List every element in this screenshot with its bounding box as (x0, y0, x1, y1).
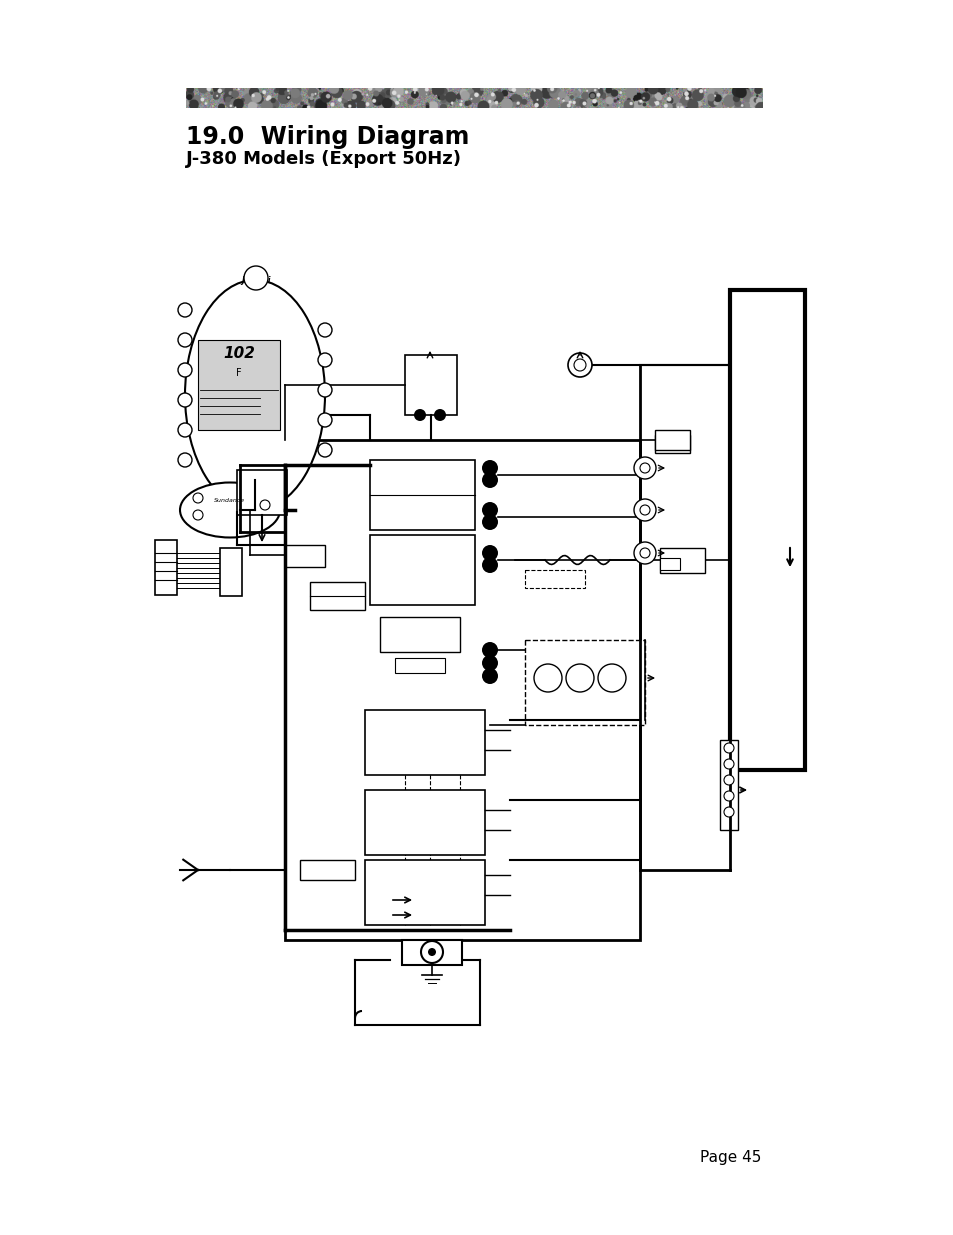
Circle shape (193, 493, 203, 503)
Bar (236, 471, 287, 515)
Bar (524, 571, 584, 588)
Bar (299, 860, 355, 881)
Circle shape (317, 324, 332, 337)
Bar (379, 618, 459, 652)
Circle shape (193, 510, 203, 520)
Circle shape (414, 409, 426, 421)
Circle shape (723, 806, 733, 818)
Bar (401, 940, 461, 965)
Bar (154, 540, 177, 595)
Bar (198, 340, 280, 430)
Circle shape (481, 459, 497, 475)
Bar (729, 290, 804, 769)
Bar (285, 440, 639, 940)
Circle shape (317, 383, 332, 396)
Circle shape (639, 548, 649, 558)
Text: Jacuzzi: Jacuzzi (241, 275, 271, 285)
Circle shape (574, 359, 585, 370)
Text: Page 45: Page 45 (700, 1150, 760, 1165)
Circle shape (481, 472, 497, 488)
Circle shape (434, 409, 446, 421)
Bar (655, 435, 689, 453)
Bar (220, 548, 242, 597)
Circle shape (481, 668, 497, 684)
Circle shape (481, 545, 497, 561)
Text: J-380 Models (Export 50Hz): J-380 Models (Export 50Hz) (186, 149, 461, 168)
Bar (720, 740, 738, 830)
Text: F: F (236, 368, 241, 378)
Circle shape (481, 655, 497, 671)
Circle shape (639, 463, 649, 473)
Bar (395, 658, 444, 673)
Bar (365, 710, 484, 776)
Text: Sundance: Sundance (214, 498, 245, 503)
Circle shape (481, 514, 497, 530)
Circle shape (723, 776, 733, 785)
Circle shape (481, 557, 497, 573)
Circle shape (244, 266, 268, 290)
Bar (365, 860, 484, 925)
Circle shape (723, 760, 733, 769)
Ellipse shape (185, 280, 325, 510)
Bar (524, 640, 644, 725)
Circle shape (723, 743, 733, 753)
Circle shape (428, 948, 436, 956)
Bar (405, 354, 456, 415)
Circle shape (567, 353, 592, 377)
Circle shape (317, 353, 332, 367)
Circle shape (178, 453, 192, 467)
Text: 19.0  Wiring Diagram: 19.0 Wiring Diagram (186, 125, 469, 149)
Bar (310, 582, 365, 610)
Text: 102: 102 (223, 346, 254, 361)
Circle shape (178, 393, 192, 408)
Circle shape (723, 790, 733, 802)
Circle shape (178, 363, 192, 377)
Circle shape (178, 303, 192, 317)
Circle shape (634, 542, 656, 564)
Ellipse shape (180, 483, 280, 537)
Circle shape (260, 500, 270, 510)
Circle shape (481, 501, 497, 517)
Circle shape (534, 664, 561, 692)
Bar (370, 535, 475, 605)
Circle shape (565, 664, 594, 692)
Circle shape (481, 642, 497, 658)
Circle shape (420, 941, 442, 963)
Circle shape (639, 505, 649, 515)
Circle shape (634, 499, 656, 521)
Circle shape (598, 664, 625, 692)
Bar (659, 558, 679, 571)
Circle shape (178, 333, 192, 347)
Circle shape (178, 424, 192, 437)
Circle shape (317, 443, 332, 457)
Bar (370, 459, 475, 530)
Bar (659, 548, 704, 573)
Bar (655, 430, 689, 450)
Bar (365, 790, 484, 855)
Circle shape (317, 412, 332, 427)
Bar (285, 545, 325, 567)
Circle shape (634, 457, 656, 479)
